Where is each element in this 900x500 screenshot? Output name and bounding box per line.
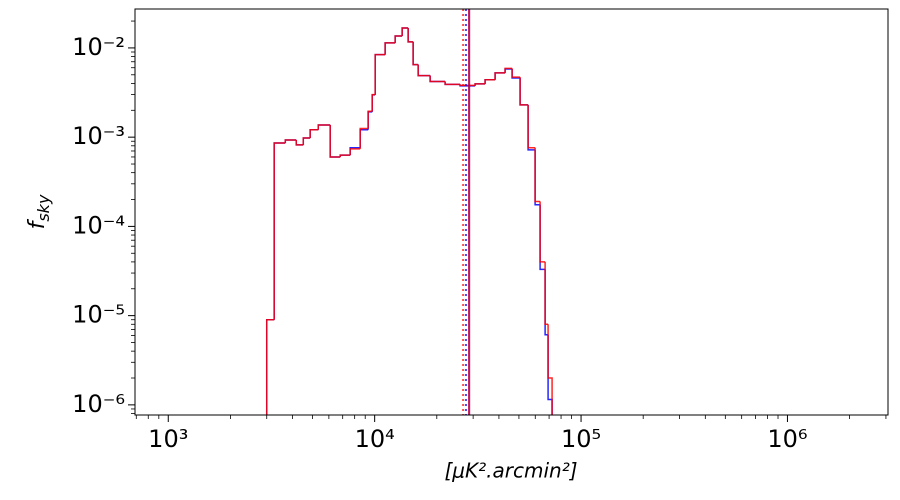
- histogram-step: [511, 68, 521, 78]
- histogram-step: [273, 142, 286, 320]
- histogram-step: [302, 137, 311, 145]
- x-tick-label: 10³: [148, 425, 188, 453]
- y-tick-label: 10⁻²: [72, 33, 125, 61]
- histogram-step: [429, 75, 446, 83]
- histogram-step: [317, 124, 331, 130]
- histogram-step: [367, 110, 373, 129]
- histogram-step: [265, 318, 275, 415]
- histogram-step: [494, 72, 506, 80]
- histogram-step: [384, 42, 396, 55]
- histogram-step: [349, 148, 361, 156]
- histogram-step: [417, 64, 431, 77]
- histogram-step: [394, 35, 403, 43]
- histogram-step: [429, 75, 446, 83]
- histogram-step: [284, 139, 297, 144]
- histogram-step: [339, 154, 351, 157]
- histogram-step: [484, 78, 496, 84]
- histogram-step: [474, 83, 486, 86]
- histogram-step: [544, 261, 549, 326]
- histogram-step: [329, 124, 341, 158]
- histogram-step: [519, 78, 529, 106]
- histogram-step: [359, 127, 369, 149]
- y-tick-label: 10⁻⁵: [72, 301, 125, 329]
- x-tick-label: 10⁴: [355, 425, 395, 453]
- histogram-step: [302, 137, 311, 145]
- y-tick-label: 10⁻⁶: [72, 390, 125, 418]
- histogram-step: [504, 67, 513, 73]
- histogram-step: [329, 124, 341, 158]
- histogram-step: [417, 64, 431, 77]
- histogram-step: [539, 201, 546, 263]
- histogram-step: [295, 139, 304, 146]
- histogram-step: [547, 324, 553, 415]
- histogram-step: [407, 28, 414, 43]
- y-tick-label: 10⁻⁴: [72, 211, 125, 239]
- histogram-step: [527, 104, 536, 151]
- histogram-step: [265, 318, 275, 415]
- x-tick-label: 10⁶: [767, 425, 807, 453]
- histogram-step: [273, 142, 286, 320]
- histogram-step: [394, 35, 403, 43]
- histogram-step: [527, 104, 536, 149]
- y-label-base: f: [25, 218, 50, 229]
- histogram-step: [371, 93, 376, 112]
- histogram-step: [309, 129, 319, 138]
- histogram-step: [534, 147, 541, 203]
- y-axis-label: fsky: [25, 194, 53, 229]
- histogram-step: [539, 204, 546, 271]
- histogram-step: [444, 81, 461, 86]
- x-tick-label: 10⁵: [561, 425, 601, 453]
- histogram-step: [374, 53, 386, 95]
- histogram-step: [504, 68, 513, 73]
- histogram-step: [494, 72, 506, 80]
- histogram-step: [401, 27, 409, 37]
- histogram-step: [401, 27, 409, 37]
- x-axis-label: [μK².arcmin²]: [444, 459, 577, 483]
- axes-frame: [134, 8, 889, 416]
- plot-area: [265, 9, 553, 415]
- histogram-step: [519, 77, 529, 106]
- histogram-step: [384, 42, 396, 55]
- y-label-sub: sky: [34, 194, 53, 222]
- histogram-step: [412, 41, 419, 66]
- histogram-step: [374, 53, 386, 95]
- y-tick-label: 10⁻³: [72, 122, 125, 150]
- histogram-step: [309, 129, 319, 138]
- histogram-step: [359, 129, 369, 148]
- histogram-step: [412, 41, 419, 66]
